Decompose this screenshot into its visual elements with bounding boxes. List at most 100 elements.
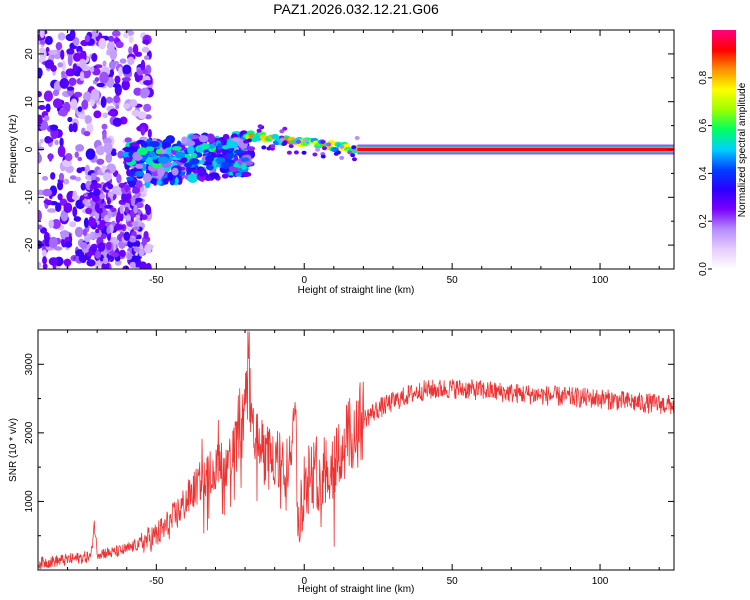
spectrogram-xtick-label: 100 [592, 275, 609, 286]
spectrogram-noise-cell [38, 104, 46, 111]
colorbar-tick-label: 0.2 [698, 214, 709, 228]
spectrogram-noise-cell [72, 206, 78, 218]
spectrogram-noise-cell [80, 50, 85, 61]
spectrogram-noise-cell [105, 241, 112, 251]
spectrogram-noise-cell [118, 66, 123, 77]
spectrogram-noise-cell [74, 176, 81, 182]
spectrogram-scatter-cell [241, 162, 247, 170]
spectrogram-noise-cell [105, 152, 113, 164]
spectrogram-tone-cell [347, 150, 353, 155]
spectrogram-noise-cell [123, 32, 129, 39]
spectrogram-noise-cell [124, 185, 129, 193]
spectrogram-noise-cell [73, 216, 82, 222]
spectrogram-noise-cell [63, 178, 70, 185]
spectrogram-scatter-cell [157, 166, 165, 177]
spectrogram-tone-cell [350, 153, 356, 158]
spectrogram-noise-cell [121, 77, 131, 82]
colorbar-bar [712, 30, 736, 269]
spectrogram-noise-cell [99, 193, 106, 200]
spectrogram-noise-cell [109, 48, 118, 61]
spectrogram-noise-cell [143, 103, 152, 112]
spectrogram-noise-cell [143, 230, 149, 240]
spectrogram-noise-cell [67, 116, 73, 123]
spectrogram-noise-cell [133, 204, 138, 214]
spectrogram-noise-cell [42, 263, 48, 269]
spectrogram-noise-cell [96, 158, 105, 165]
spectrogram-noise-cell [132, 226, 140, 231]
spectrogram-noise-cell [133, 87, 142, 96]
spectrogram-scatter-cell [199, 160, 205, 165]
spectrogram-noise-cell [48, 219, 54, 229]
spectrogram-noise-cell [144, 114, 152, 120]
spectrogram-tone-cell [282, 140, 288, 145]
spectrogram-noise-cell [111, 83, 121, 88]
spectrogram-noise-cell [114, 75, 121, 84]
spectrogram-noise-cell [115, 41, 124, 49]
spectrogram-noise-cell [66, 86, 75, 91]
spectrogram-noise-cell [80, 254, 87, 264]
spectrogram-noise-cell [107, 110, 116, 116]
spectrogram-tone-cell [270, 144, 276, 149]
spectrogram-xlabel: Height of straight line (km) [298, 285, 415, 296]
spectrogram-noise-cell [127, 56, 135, 66]
spectrogram-scatter-cell [171, 146, 182, 151]
spectrogram-noise-cell [66, 48, 75, 55]
spectrogram-noise-cell [90, 88, 100, 101]
spectrogram-scatter-cell [135, 180, 143, 189]
spectrogram-scatter-cell [129, 142, 140, 147]
spectrogram-noise-cell [102, 172, 112, 182]
spectrogram-noise-cell [57, 180, 64, 191]
spectrogram-scatter-cell [167, 173, 174, 181]
spectrogram-noise-cell [60, 209, 69, 222]
spectrogram-noise-cell [76, 45, 83, 54]
spectrogram-noise-cell [44, 35, 53, 45]
spectrogram-noise-cell [38, 153, 42, 164]
spectrogram-scatter-cell [246, 146, 256, 151]
spectrogram-noise-cell [85, 207, 93, 215]
spectrogram-scatter-cell [142, 173, 152, 183]
colorbar-tick-label: 0.0 [698, 262, 709, 276]
spectrogram-noise-cell [41, 175, 49, 181]
spectrogram-tone-cell [296, 139, 302, 144]
spectrogram-noise-cell [98, 38, 107, 50]
spectrogram-scatter-cell [146, 146, 155, 152]
spectrogram-noise-cell [111, 30, 121, 37]
spectrogram-scatter-cell [222, 133, 230, 141]
spectrogram-ytick-label: 10 [24, 96, 35, 108]
spectrogram-noise-cell [43, 90, 54, 102]
spectrogram-noise-cell [93, 110, 102, 119]
spectrogram-ytick-label: 20 [24, 48, 35, 60]
spectrogram-tone-cell [282, 126, 288, 131]
spectrogram-noise-cell [141, 46, 150, 53]
spectrogram-noise-cell [124, 137, 132, 143]
spectrogram-noise-cell [123, 103, 131, 109]
spectrogram-noise-cell [65, 165, 74, 174]
spectrogram-noise-cell [116, 224, 125, 230]
spectrogram-noise-cell [57, 109, 68, 117]
spectrogram-scatter-cell [221, 147, 228, 156]
spectrogram-noise-cell [143, 79, 153, 86]
spectrogram-noise-cell [131, 221, 139, 227]
spectrogram-noise-cell [99, 71, 109, 84]
spectrogram-noise-cell [106, 41, 115, 52]
spectrogram-scatter-cell [244, 160, 254, 166]
spectrogram-noise-cell [78, 113, 87, 120]
spectrogram-noise-cell [114, 259, 122, 266]
spectrogram-noise-cell [80, 182, 87, 191]
spectrogram-scatter-cell [123, 146, 132, 153]
spectrogram-noise-cell [144, 203, 150, 212]
spectrogram-noise-cell [77, 106, 83, 112]
spectrogram-noise-cell [130, 196, 136, 207]
spectrogram-noise-cell [126, 193, 132, 200]
spectrogram-scatter-cell [240, 157, 250, 163]
spectrogram-noise-cell [39, 138, 44, 144]
spectrogram-tone-cell [261, 145, 267, 150]
spectrogram-noise-cell [72, 63, 78, 73]
spectrogram-noise-cell [123, 231, 131, 241]
spectrogram-scatter-cell [233, 149, 244, 155]
spectrogram-tone-cell [326, 142, 332, 147]
spectrogram-scatter-cell [206, 164, 214, 171]
spectrogram-scatter-cell [123, 156, 133, 163]
spectrogram-noise-cell [132, 255, 139, 262]
spectrogram-noise-cell [73, 52, 82, 62]
